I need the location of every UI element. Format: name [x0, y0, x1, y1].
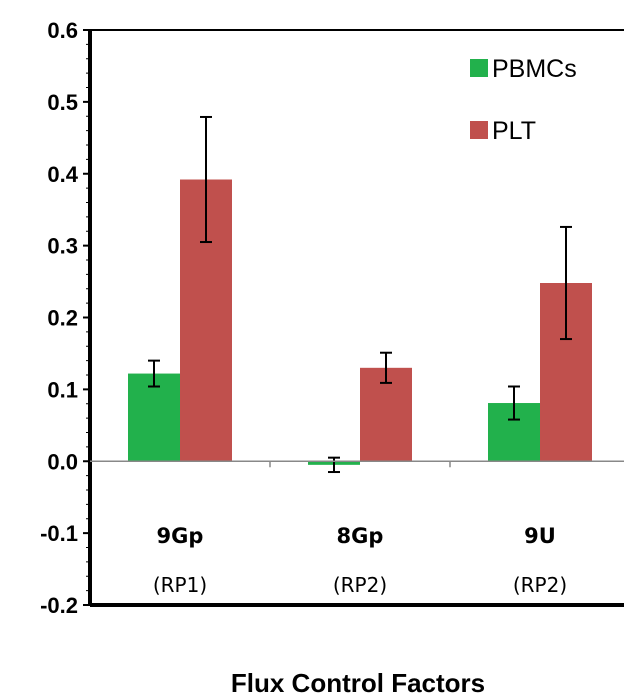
legend-label-plt: PLT [492, 117, 536, 145]
y-tick-label: 0.2 [47, 306, 78, 331]
category-label: 9Gp [157, 524, 204, 548]
category-sublabel: (RP2) [513, 573, 567, 597]
category-label: 9U [524, 524, 556, 548]
category-sublabel: (RP2) [333, 573, 387, 597]
axes [88, 29, 624, 607]
y-tick-label: -0.2 [40, 593, 78, 618]
legend-swatch-plt [470, 121, 488, 139]
y-tick-label: 0.4 [47, 162, 78, 187]
y-tick-labels: -0.2 -0.1 0.0 0.1 0.2 0.3 0.4 0.5 0.6 [40, 18, 79, 618]
y-tick-label: 0.0 [47, 449, 78, 474]
error-bars [148, 115, 572, 474]
y-tick-label: 0.3 [47, 234, 78, 259]
x-axis-title: Flux Control Factors [231, 668, 485, 698]
y-tick-label: 0.6 [47, 18, 78, 43]
category-label: 8Gp [337, 524, 384, 548]
bar-pbmcs-9gp [128, 373, 180, 462]
legend: PBMCs PLT [470, 55, 577, 145]
bars [128, 179, 592, 465]
legend-swatch-pbmcs [470, 59, 488, 77]
category-sublabel: (RP1) [153, 573, 207, 597]
category-labels: 9Gp (RP1) 8Gp (RP2) 9U (RP2) [153, 524, 567, 597]
y-tick-label: -0.1 [40, 521, 78, 546]
y-tick-label: 0.5 [47, 90, 78, 115]
legend-label-pbmcs: PBMCs [492, 55, 577, 83]
y-tick-label: 0.1 [47, 377, 78, 402]
